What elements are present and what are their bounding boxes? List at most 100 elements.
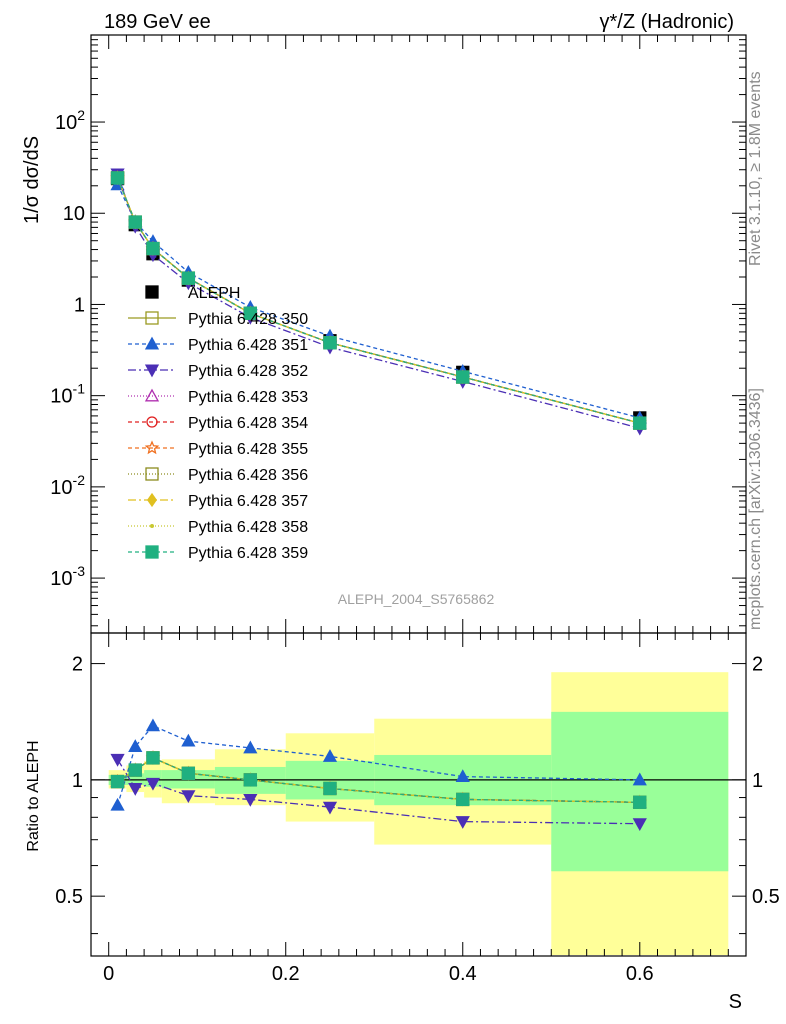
legend-entry-data: ALEPH bbox=[145, 285, 240, 302]
legend-marker-p354 bbox=[146, 416, 158, 428]
legend-label-p354: Pythia 6.428 354 bbox=[188, 415, 308, 432]
main-y-tick-label: 10-2 bbox=[50, 472, 85, 499]
legend-entry-p355: Pythia 6.428 355 bbox=[128, 440, 308, 458]
ratio-frame bbox=[90, 632, 747, 957]
ratio-y-tick-label: 2 bbox=[72, 654, 83, 676]
main-y-axis-label: 1/σ dσ/dS bbox=[21, 136, 43, 224]
ratio-point-p359-2 bbox=[146, 751, 160, 765]
legend-label-p357: Pythia 6.428 357 bbox=[188, 493, 308, 510]
main-y-tick-label: 1 bbox=[74, 294, 85, 316]
main-point-p359-1 bbox=[128, 215, 142, 229]
main-point-p359-3 bbox=[181, 271, 196, 285]
legend-marker-p356 bbox=[145, 467, 159, 481]
legend-entry-p351: Pythia 6.428 351 bbox=[128, 336, 308, 354]
ratio-point-p352-6 bbox=[455, 816, 470, 829]
ratio-point-p359-5 bbox=[323, 781, 337, 796]
ratio-point-p351-7 bbox=[632, 772, 647, 786]
ratio-point-p359-0 bbox=[110, 774, 125, 789]
legend-label-p356: Pythia 6.428 356 bbox=[188, 467, 308, 484]
x-tick-label: 0.2 bbox=[272, 963, 300, 985]
ratio-band-inner-1 bbox=[126, 773, 145, 785]
legend-label-data: ALEPH bbox=[188, 285, 240, 302]
legend-marker-p358 bbox=[150, 524, 154, 528]
analysis-label: ALEPH_2004_S5765862 bbox=[338, 591, 495, 607]
legend-label-p355: Pythia 6.428 355 bbox=[188, 441, 308, 458]
legend-marker-p359 bbox=[145, 545, 159, 559]
ratio-y-tick-label: 0.5 bbox=[55, 886, 83, 908]
ratio-point-p359-7 bbox=[633, 795, 647, 809]
ratio-point-p351-0 bbox=[110, 797, 125, 811]
legend-label-p352: Pythia 6.428 352 bbox=[188, 363, 308, 380]
ratio-point-p352-5 bbox=[322, 801, 338, 815]
main-y-tick-label: 10 bbox=[63, 203, 85, 225]
ratio-series-p352 bbox=[110, 753, 647, 832]
legend-entry-p357: Pythia 6.428 357 bbox=[128, 492, 308, 510]
ratio-line-p351 bbox=[116, 725, 640, 806]
legend-marker-p353 bbox=[144, 388, 160, 402]
ratio-point-p352-4 bbox=[243, 793, 258, 807]
legend-label-p353: Pythia 6.428 353 bbox=[188, 389, 308, 406]
right-title: γ*/Z (Hadronic) bbox=[600, 11, 734, 33]
legend-marker-p357 bbox=[147, 492, 157, 508]
main-frame bbox=[90, 34, 747, 634]
ratio-point-p351-4 bbox=[243, 740, 258, 754]
ratio-y-tick-label: 1 bbox=[72, 770, 83, 792]
x-tick-label: 0 bbox=[103, 963, 114, 985]
main-point-p359-6 bbox=[456, 370, 470, 384]
legend-entry-p354: Pythia 6.428 354 bbox=[128, 415, 308, 432]
ratio-y-axis-label: Ratio to ALEPH bbox=[25, 740, 42, 851]
x-tick-label: 0.6 bbox=[626, 963, 654, 985]
legend-label-p359: Pythia 6.428 359 bbox=[188, 545, 308, 562]
ratio-point-p351-6 bbox=[455, 769, 470, 783]
legend-marker-data bbox=[145, 285, 159, 299]
ratio-y-tick-label-right: 2 bbox=[752, 654, 763, 676]
main-y-tick-label: 10-3 bbox=[50, 563, 85, 590]
legend-entry-p352: Pythia 6.428 352 bbox=[128, 363, 308, 380]
main-y-tick-label: 102 bbox=[55, 107, 85, 134]
legend-label-p350: Pythia 6.428 350 bbox=[188, 311, 308, 328]
main-line-p352 bbox=[116, 173, 640, 429]
legend-label-p358: Pythia 6.428 358 bbox=[188, 519, 308, 536]
ratio-point-p359-3 bbox=[181, 766, 196, 780]
ratio-point-p359-1 bbox=[128, 763, 142, 777]
legend-entry-p350: Pythia 6.428 350 bbox=[128, 311, 308, 328]
x-axis-label: S bbox=[729, 991, 742, 1013]
ratio-band-inner-7 bbox=[551, 711, 729, 872]
ratio-y-tick-label-right: 0.5 bbox=[752, 886, 780, 908]
main-plot-panel: 10-3 10-2 10-1 1 10 102 bbox=[50, 34, 747, 634]
main-point-p359-0 bbox=[110, 171, 125, 185]
ratio-point-p352-2 bbox=[145, 777, 161, 791]
rivet-label: Rivet 3.1.10, ≥ 1.8M events bbox=[747, 71, 764, 266]
ratio-point-p351-1 bbox=[128, 739, 143, 752]
legend: ALEPH Pythia 6.428 350 Pythia 6.428 351 Pyt… bbox=[128, 285, 308, 562]
main-point-p359-5 bbox=[323, 336, 337, 350]
ratio-point-p359-4 bbox=[243, 773, 257, 787]
ratio-point-p351-5 bbox=[322, 749, 338, 762]
legend-label-p351: Pythia 6.428 351 bbox=[188, 337, 308, 354]
main-series-p359 bbox=[110, 171, 647, 430]
ratio-point-p359-6 bbox=[456, 792, 470, 807]
legend-entry-p358: Pythia 6.428 358 bbox=[128, 519, 308, 536]
ratio-point-p352-3 bbox=[181, 790, 196, 804]
legend-entry-p359: Pythia 6.428 359 bbox=[128, 545, 308, 562]
legend-marker-p352 bbox=[144, 364, 160, 378]
ratio-point-p352-1 bbox=[128, 783, 143, 796]
mcplots-label: mcplots.cern.ch [arXiv:1306.3436] bbox=[747, 388, 764, 630]
main-point-p359-4 bbox=[243, 306, 257, 320]
legend-marker-p350 bbox=[145, 311, 159, 325]
legend-marker-p355 bbox=[144, 440, 160, 455]
main-line-p358 bbox=[116, 177, 640, 424]
ratio-point-p352-7 bbox=[632, 818, 647, 832]
x-tick-label: 0.4 bbox=[449, 963, 477, 985]
ratio-series-p359 bbox=[110, 751, 647, 809]
left-title: 189 GeV ee bbox=[104, 11, 211, 33]
ratio-plot-panel: 0 0.2 0.4 0.6 0.5 0.5 1 1 2 2 bbox=[55, 632, 780, 985]
ratio-point-p352-0 bbox=[110, 753, 125, 767]
ratio-y-tick-label-right: 1 bbox=[752, 770, 763, 792]
main-y-tick-label: 10-1 bbox=[50, 381, 85, 408]
ratio-point-p351-2 bbox=[145, 718, 161, 732]
ratio-point-p351-3 bbox=[181, 733, 196, 747]
legend-entry-p356: Pythia 6.428 356 bbox=[128, 467, 308, 484]
legend-entry-p353: Pythia 6.428 353 bbox=[128, 388, 308, 406]
